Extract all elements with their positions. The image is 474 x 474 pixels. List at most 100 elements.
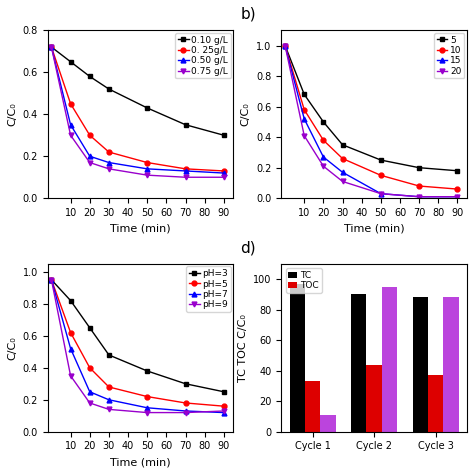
pH=7 [68, 346, 73, 351]
pH=3 [68, 298, 73, 303]
Bar [305, 382, 320, 432]
Bar [290, 283, 305, 432]
X-axis label: Time (min): Time (min) [110, 457, 171, 467]
0.10 g/L [145, 105, 150, 111]
Legend: 0.10 g/L, 0. 25g/L, 0.50 g/L, 0.75 g/L: 0.10 g/L, 0. 25g/L, 0.50 g/L, 0.75 g/L [175, 33, 231, 78]
0.10 g/L [221, 132, 227, 138]
0.75 g/L [48, 44, 54, 50]
Bar [443, 297, 459, 432]
20 [416, 194, 422, 200]
5 [282, 43, 288, 48]
0. 25g/L [48, 44, 54, 50]
20 [282, 43, 288, 48]
15 [455, 194, 460, 200]
pH=7 [87, 389, 92, 395]
20 [301, 133, 307, 138]
0.10 g/L [68, 59, 73, 64]
Line: 20: 20 [283, 43, 460, 199]
pH=7 [182, 408, 188, 414]
pH=5 [106, 384, 112, 390]
pH=9 [48, 277, 54, 283]
5 [455, 168, 460, 173]
Line: 10: 10 [283, 43, 460, 191]
Line: pH=5: pH=5 [49, 277, 226, 409]
0.75 g/L [87, 160, 92, 165]
Bar [351, 294, 366, 432]
0.10 g/L [182, 122, 188, 128]
0.75 g/L [221, 174, 227, 180]
0.75 g/L [145, 173, 150, 178]
X-axis label: Time (min): Time (min) [110, 224, 171, 234]
15 [378, 191, 383, 197]
pH=9 [145, 410, 150, 415]
10 [455, 186, 460, 192]
5 [416, 165, 422, 171]
pH=5 [87, 365, 92, 371]
0.10 g/L [48, 44, 54, 50]
Line: pH=7: pH=7 [49, 277, 226, 415]
Y-axis label: C/C₀: C/C₀ [7, 336, 17, 360]
10 [320, 137, 326, 143]
Line: 0.75 g/L: 0.75 g/L [49, 45, 226, 180]
Text: d): d) [240, 240, 256, 255]
10 [301, 107, 307, 112]
pH=9 [106, 407, 112, 412]
20 [455, 194, 460, 200]
pH=7 [221, 410, 227, 415]
0.50 g/L [106, 160, 112, 165]
pH=5 [145, 394, 150, 400]
Legend: 5, 10, 15, 20: 5, 10, 15, 20 [434, 33, 465, 78]
Y-axis label: C/C₀: C/C₀ [241, 102, 251, 126]
5 [378, 157, 383, 163]
pH=5 [48, 277, 54, 283]
0.50 g/L [221, 170, 227, 176]
Bar [382, 287, 397, 432]
20 [320, 164, 326, 169]
5 [320, 119, 326, 125]
Line: 15: 15 [283, 43, 460, 199]
0. 25g/L [145, 160, 150, 165]
pH=5 [68, 330, 73, 336]
pH=9 [182, 410, 188, 415]
0.50 g/L [87, 154, 92, 159]
0. 25g/L [221, 168, 227, 174]
pH=3 [221, 389, 227, 395]
0.50 g/L [182, 168, 188, 174]
0.10 g/L [87, 73, 92, 79]
5 [340, 142, 346, 147]
Line: pH=3: pH=3 [49, 277, 226, 394]
10 [340, 155, 346, 161]
0.75 g/L [106, 166, 112, 172]
10 [378, 173, 383, 178]
pH=3 [48, 277, 54, 283]
Line: 0.10 g/L: 0.10 g/L [49, 45, 226, 137]
pH=3 [145, 368, 150, 374]
0.50 g/L [68, 122, 73, 128]
pH=7 [106, 397, 112, 402]
Legend: TC, TOC: TC, TOC [286, 268, 321, 293]
0.75 g/L [68, 132, 73, 138]
10 [416, 183, 422, 189]
X-axis label: Time (min): Time (min) [344, 224, 404, 234]
15 [282, 43, 288, 48]
pH=3 [106, 352, 112, 358]
15 [320, 154, 326, 160]
pH=7 [145, 405, 150, 410]
0.75 g/L [182, 174, 188, 180]
10 [282, 43, 288, 48]
pH=3 [182, 381, 188, 387]
Line: 5: 5 [283, 43, 460, 173]
Line: 0. 25g/L: 0. 25g/L [49, 45, 226, 173]
20 [378, 191, 383, 197]
pH=5 [182, 400, 188, 406]
Bar [320, 415, 336, 432]
0.50 g/L [48, 44, 54, 50]
15 [416, 194, 422, 200]
pH=9 [87, 400, 92, 406]
Bar [366, 365, 382, 432]
0. 25g/L [182, 166, 188, 172]
Line: 0.50 g/L: 0.50 g/L [49, 45, 226, 175]
pH=9 [221, 408, 227, 414]
20 [340, 179, 346, 184]
Bar [412, 297, 428, 432]
